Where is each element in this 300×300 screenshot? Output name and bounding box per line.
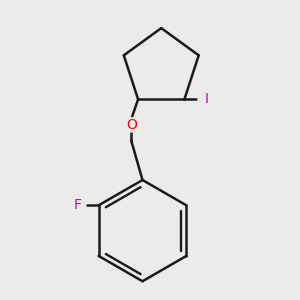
Text: O: O [126, 118, 137, 132]
Text: F: F [74, 198, 82, 212]
Text: I: I [205, 92, 209, 106]
